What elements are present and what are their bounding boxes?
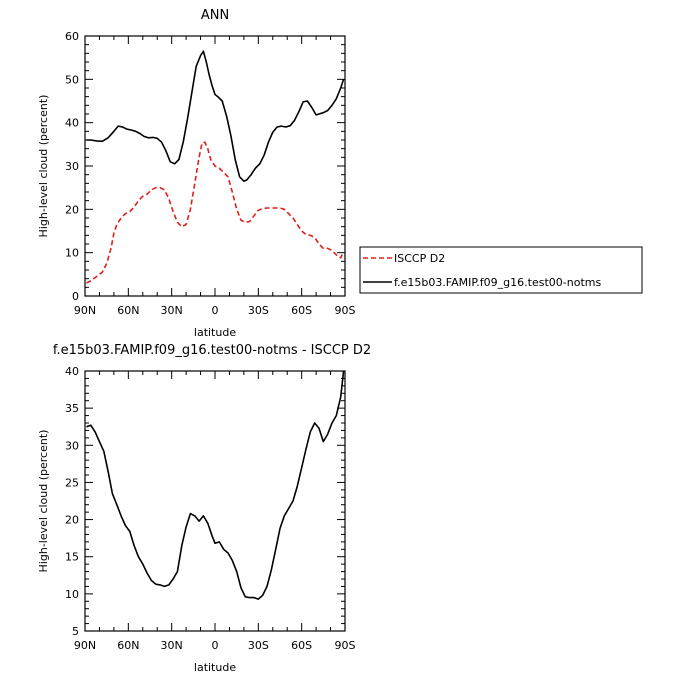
series-layer bbox=[86, 370, 345, 600]
x-axis-label: latitude bbox=[194, 661, 236, 674]
x-tick-label: 30N bbox=[161, 639, 183, 652]
x-tick-label: 0 bbox=[212, 639, 219, 652]
y-tick-label: 40 bbox=[65, 365, 79, 378]
x-tick-label: 90N bbox=[74, 639, 96, 652]
x-tick-label: 90S bbox=[335, 304, 356, 317]
ticks-layer: 90N 60N 30N 0 30S 60S 90S 5 10 15 20 25 30 35 40 bbox=[65, 365, 356, 652]
plot-frame bbox=[84, 370, 346, 632]
y-tick-label: 0 bbox=[72, 290, 79, 303]
y-tick-label: 15 bbox=[65, 551, 79, 564]
panel-bottom: f.e15b03.FAMIP.f09_g16.test00-notms - IS… bbox=[37, 343, 371, 674]
panel-top: ANN 90N 60N 30N 0 30S 60S 90S 0 10 20 30 40 50 60 lat… bbox=[37, 8, 356, 339]
y-tick-label: 5 bbox=[72, 625, 79, 638]
x-tick-label: 30N bbox=[161, 304, 183, 317]
legend-box bbox=[359, 246, 643, 294]
y-tick-label: 35 bbox=[65, 402, 79, 415]
series-layer bbox=[86, 50, 345, 284]
x-tick-label: 60S bbox=[291, 639, 312, 652]
y-tick-label: 30 bbox=[65, 160, 79, 173]
series-line-model bbox=[86, 370, 345, 600]
legend: ISCCP D2 f.e15b03.FAMIP.f09_g16.test00-n… bbox=[359, 246, 643, 294]
y-tick-label: 20 bbox=[65, 203, 79, 216]
series-line-isccp bbox=[86, 141, 345, 284]
chart-title: ANN bbox=[201, 8, 229, 23]
x-tick-label: 30S bbox=[248, 304, 269, 317]
y-tick-label: 10 bbox=[65, 247, 79, 260]
x-axis-label: latitude bbox=[194, 326, 236, 339]
y-tick-label: 20 bbox=[65, 514, 79, 527]
y-tick-label: 50 bbox=[65, 73, 79, 86]
chart-title-difference: f.e15b03.FAMIP.f09_g16.test00-notms - IS… bbox=[53, 343, 371, 358]
x-tick-label: 90N bbox=[74, 304, 96, 317]
x-tick-label: 60N bbox=[117, 304, 139, 317]
y-axis-label: High-level cloud (percent) bbox=[37, 430, 50, 573]
y-axis-label: High-level cloud (percent) bbox=[37, 95, 50, 238]
series-line-model bbox=[86, 50, 345, 182]
x-tick-label: 0 bbox=[212, 304, 219, 317]
x-tick-label: 90S bbox=[335, 639, 356, 652]
x-tick-label: 60S bbox=[291, 304, 312, 317]
x-tick-label: 60N bbox=[117, 639, 139, 652]
y-tick-label: 25 bbox=[65, 476, 79, 489]
x-tick-label: 30S bbox=[248, 639, 269, 652]
legend-label-isccp: ISCCP D2 bbox=[394, 252, 445, 265]
ticks-layer: 90N 60N 30N 0 30S 60S 90S 0 10 20 30 40 50 60 bbox=[65, 30, 356, 317]
y-tick-label: 40 bbox=[65, 117, 79, 130]
y-tick-label: 60 bbox=[65, 30, 79, 43]
y-tick-label: 10 bbox=[65, 588, 79, 601]
y-tick-label: 30 bbox=[65, 439, 79, 452]
legend-label-model: f.e15b03.FAMIP.f09_g16.test00-notms bbox=[394, 276, 601, 289]
